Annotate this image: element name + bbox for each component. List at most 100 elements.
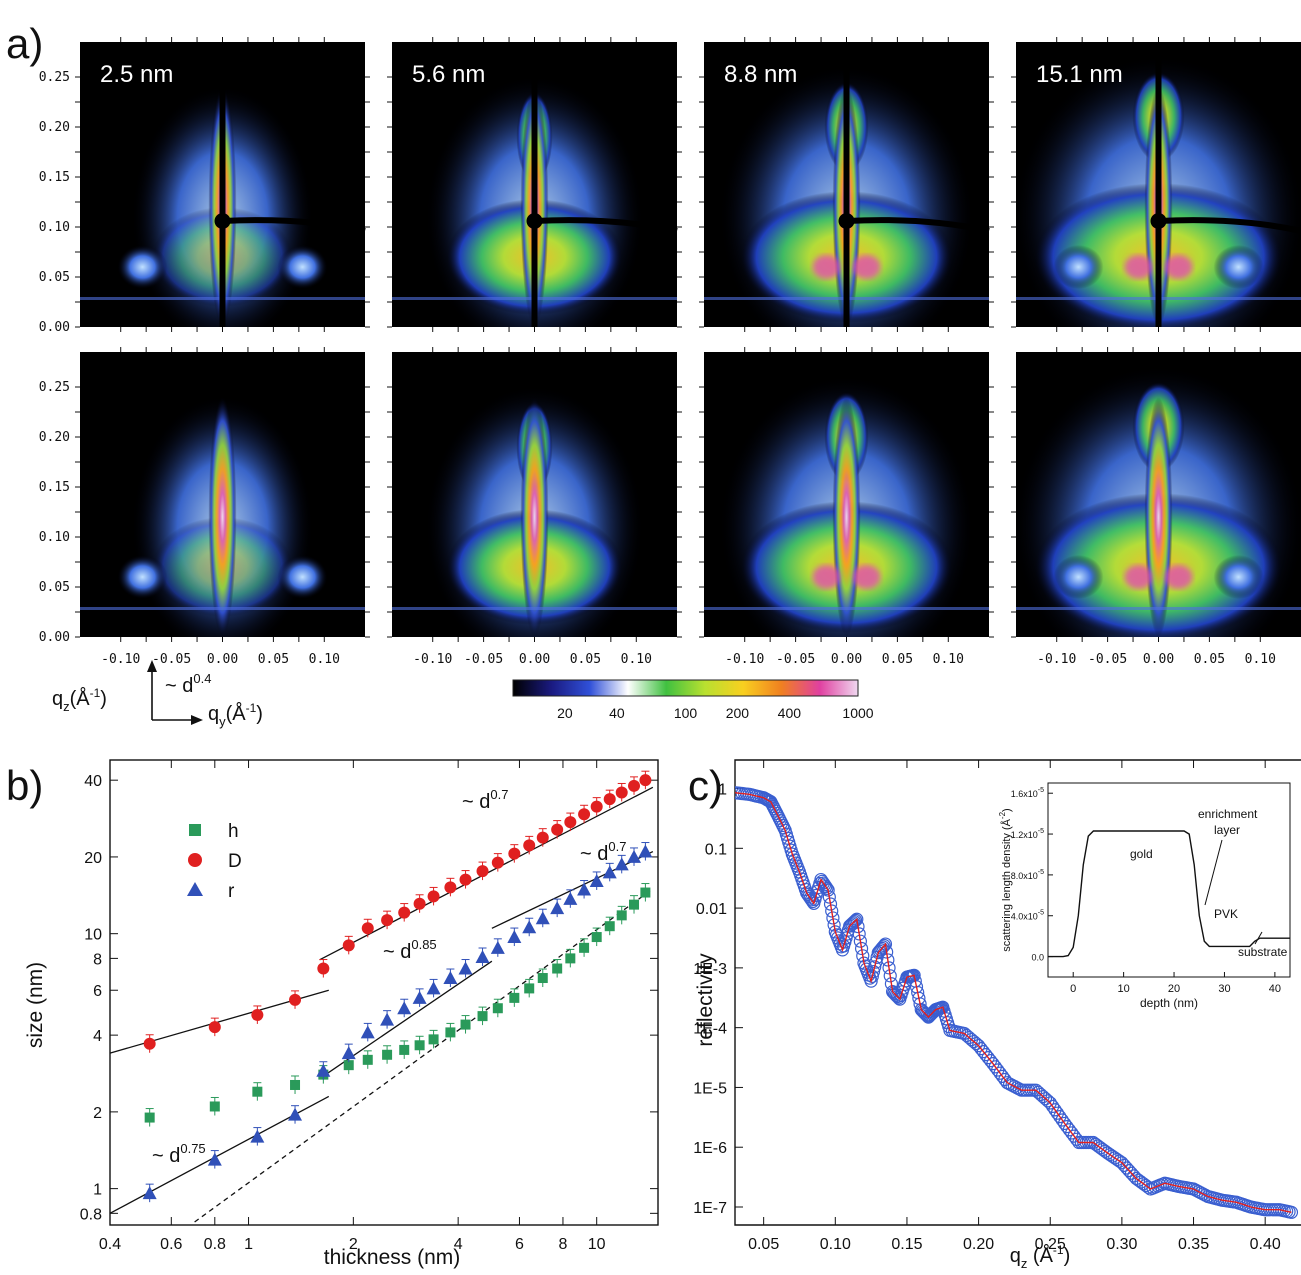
- data-point: [640, 887, 651, 898]
- x-tick-label: 0.05: [882, 652, 913, 667]
- x-tick-label: -0.05: [152, 652, 191, 667]
- beamstop-arm: [846, 217, 990, 234]
- thickness-label: 8.8 nm: [724, 61, 797, 88]
- heatmap-measured-2: 5.6 nm: [387, 37, 682, 332]
- sld-profile: [1048, 830, 1290, 958]
- data-point: [144, 1112, 155, 1123]
- side-maximum: [852, 565, 881, 589]
- data-point: [209, 1101, 220, 1112]
- panel-c-ylabel: reflectivity: [694, 953, 717, 1047]
- y-tick-label: 40: [84, 773, 102, 790]
- panel-c-chart: reflectivity qz (Å-1) 0.05 0.10 0.15 0.20 0.…: [693, 759, 1301, 1271]
- data-point: [629, 899, 640, 910]
- side-maximum: [812, 565, 841, 589]
- fit-line-6: [194, 888, 654, 1223]
- thickness-label: 5.6 nm: [412, 61, 485, 88]
- y-tick-label: 0.25: [39, 380, 70, 395]
- inset-y-tick-label: 0.0: [1031, 953, 1044, 963]
- x-tick-label: 0.15: [891, 1236, 922, 1253]
- y-tick-label: 0.00: [39, 320, 70, 335]
- data-point: [565, 953, 576, 964]
- data-point: [142, 1186, 157, 1200]
- data-point: [875, 941, 889, 955]
- legend-marker: [189, 824, 201, 836]
- data-point: [444, 881, 457, 894]
- data-point: [458, 961, 473, 975]
- x-tick-label: 0.20: [963, 1236, 994, 1253]
- x-tick-label: 0.10: [820, 1236, 851, 1253]
- fit-line-label: ~ d0.7: [580, 839, 626, 865]
- y-tick-label: 0.01: [696, 901, 727, 918]
- x-tick-label: 1: [244, 1236, 253, 1253]
- data-point: [563, 891, 578, 905]
- beamstop-arm: [534, 217, 678, 234]
- beamstop-arm: [1158, 217, 1301, 234]
- inset-annotation-gold: gold: [1130, 847, 1153, 861]
- data-point: [1122, 1164, 1136, 1178]
- data-point: [380, 1012, 395, 1026]
- panel-b-chart: size (nm) thickness (nm) 0.4 0.6 0.8 1 2 4 6 8 1…: [24, 671, 659, 1269]
- data-point: [1134, 1175, 1148, 1189]
- colorbar-tick-label: 40: [609, 705, 625, 721]
- data-point: [1093, 1141, 1107, 1155]
- heatmap-intensity: [704, 377, 989, 637]
- data-point: [825, 904, 839, 918]
- x-tick-label: 0.25: [1035, 1236, 1066, 1253]
- data-point: [535, 911, 550, 925]
- colorbar-tick-label: 1000: [842, 705, 873, 721]
- data-point: [579, 942, 590, 953]
- y-tick-label: 1E-3: [693, 961, 727, 978]
- side-maximum: [1164, 565, 1193, 589]
- fit-line-label: ~ d0.4: [165, 671, 211, 697]
- x-tick-label: -0.05: [464, 652, 503, 667]
- inset-annotation-substrate: substrate: [1238, 945, 1288, 959]
- y-tick-label: 0.05: [39, 270, 70, 285]
- data-point: [427, 890, 440, 903]
- y-tick-label: 10: [84, 927, 102, 944]
- data-point: [638, 844, 653, 858]
- side-peak: [117, 555, 168, 599]
- x-tick-label: 0.4: [99, 1236, 121, 1253]
- legend-marker: [188, 853, 202, 867]
- inset-y-tick-label: 1.6x10-5: [1011, 787, 1044, 799]
- data-point: [589, 873, 604, 887]
- x-tick-label: 6: [515, 1236, 524, 1253]
- x-tick-label: 0.10: [309, 652, 340, 667]
- beamstop-arm: [222, 217, 366, 234]
- series-r: [142, 842, 653, 1203]
- side-peak: [277, 555, 328, 599]
- data-point: [459, 873, 472, 886]
- data-point: [614, 857, 629, 871]
- data-point: [443, 971, 458, 985]
- beamstop-vertical: [531, 42, 538, 327]
- side-peak: [1053, 245, 1104, 289]
- data-point: [477, 1011, 488, 1022]
- data-point: [317, 962, 330, 975]
- heatmap-simulated-1: 0.00 0.05 0.10 0.15 0.20 0.25 -0.10 -0.05 0.00 0.…: [39, 347, 370, 667]
- data-point: [509, 992, 520, 1003]
- data-point: [1117, 1158, 1131, 1172]
- data-point: [590, 800, 603, 813]
- data-point: [250, 1129, 265, 1143]
- data-point: [826, 911, 840, 925]
- side-maximum: [812, 255, 841, 279]
- data-point: [880, 945, 894, 959]
- side-maximum: [1164, 255, 1193, 279]
- colorbar: 20 40 100 200 400 1000: [512, 679, 874, 721]
- data-point: [288, 1107, 303, 1121]
- data-point: [881, 953, 895, 967]
- panel-c-frame: [734, 759, 1301, 1226]
- beamstop-vertical: [219, 42, 226, 327]
- data-point: [522, 920, 537, 934]
- data-point: [604, 921, 615, 932]
- data-point: [537, 973, 548, 984]
- y-tick-label: 0.05: [39, 580, 70, 595]
- data-point: [852, 927, 866, 941]
- horizon-line: [704, 607, 989, 610]
- data-point: [1129, 1171, 1143, 1186]
- x-tick-label: 0.05: [258, 652, 289, 667]
- data-point: [551, 823, 564, 836]
- legend-label: h: [228, 821, 239, 842]
- inset-y-tick-label: 4.0x10-5: [1011, 910, 1044, 922]
